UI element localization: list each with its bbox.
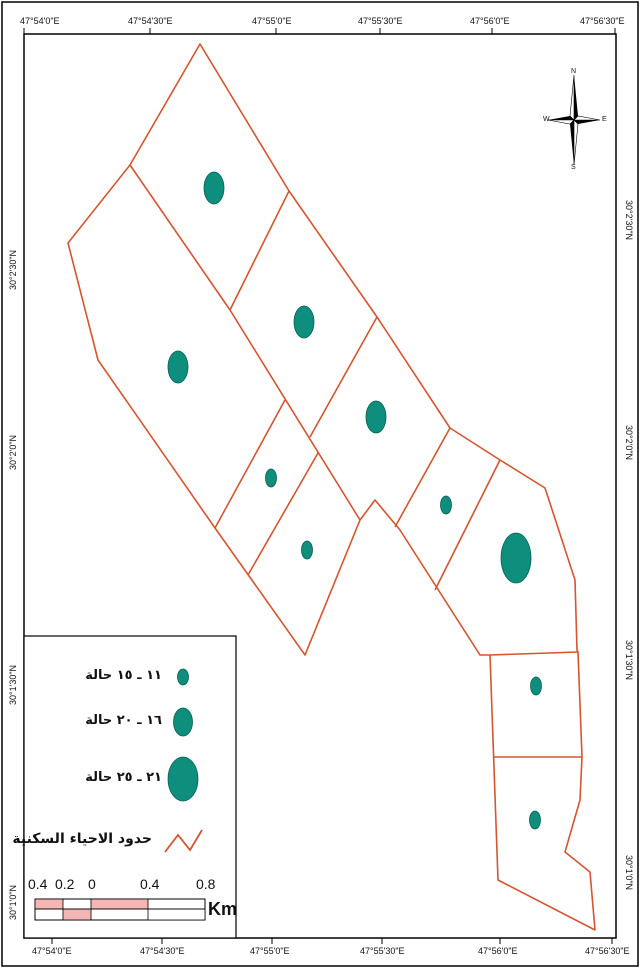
scale-tick-label: 0 [88, 876, 96, 892]
coord-bottom-label: 47°55'0"E [250, 946, 290, 956]
coord-top-label: 47°55'0"E [252, 16, 292, 26]
case-circle-small [530, 676, 542, 696]
case-circle-large [500, 532, 532, 584]
coord-right-label: 30°2'30"N [624, 200, 634, 241]
case-circle-medium [167, 350, 189, 384]
compass-n-label: N [571, 68, 577, 75]
coord-bottom-label: 47°56'0"E [478, 946, 518, 956]
scale-bar-graphic [34, 898, 206, 921]
case-circle-medium [203, 171, 225, 205]
legend-label-medium: ١٦ ـ ٢٠ حالة [85, 713, 162, 728]
scale-unit-label: Km [208, 899, 238, 919]
district-divider [229, 309, 361, 521]
coord-right-label: 30°2'0"N [624, 425, 634, 461]
scale-tick-label: 0.4 [140, 876, 160, 892]
coord-left-label: 30°2'30"N [8, 249, 18, 290]
legend-symbol-medium [173, 707, 193, 737]
coord-right-label: 30°1'0"N [624, 855, 634, 891]
compass-s-label: S [571, 164, 576, 171]
district-divider [214, 399, 286, 529]
coord-top-label: 47°56'0"E [470, 16, 510, 26]
district-divider [434, 459, 501, 591]
graticule-ticks [23, 28, 616, 944]
coord-top-label: 47°54'0"E [20, 16, 60, 26]
coord-left-label: 30°1'0"N [8, 884, 18, 920]
coord-left-label: 30°2'0"N [8, 434, 18, 470]
coord-top-label: 47°56'30"E [580, 16, 625, 26]
compass-w-label: W [543, 116, 550, 123]
coord-bottom-label: 47°54'0"E [32, 946, 72, 956]
coord-bottom-label: 47°56'30"E [585, 946, 630, 956]
case-circle-medium [293, 305, 315, 339]
case-circles [167, 171, 542, 830]
legend-label-large: ٢١ ـ ٢٥ حالة [85, 770, 162, 785]
legend-symbol-large [167, 756, 199, 802]
coord-right-label: 30°1'30"N [624, 640, 634, 681]
compass-e-label: E [602, 116, 607, 123]
district-divider [129, 164, 231, 311]
district-divider [229, 190, 290, 311]
north-arrow [547, 74, 601, 166]
case-circle-small [265, 468, 277, 488]
district-divider [394, 427, 451, 528]
legend-label-small: ١١ ـ ١٥ حالة [85, 668, 162, 683]
legend-label-boundary: حدود الاحياء السكنية [12, 831, 152, 847]
scale-tick-label: 0.2 [55, 876, 75, 892]
case-circle-small [529, 810, 541, 830]
case-circle-small [301, 540, 313, 560]
coord-bottom-label: 47°54'30"E [140, 946, 185, 956]
inner-frame [23, 33, 617, 939]
district-divider [489, 651, 579, 656]
case-circle-small [440, 495, 452, 515]
legend-symbol-small [177, 668, 189, 686]
scale-tick-label: 0.4 [28, 876, 48, 892]
coord-top-label: 47°54'30"E [128, 16, 173, 26]
legend-symbol-boundary [164, 829, 203, 853]
district-boundaries [67, 43, 596, 931]
legend-box [23, 635, 237, 939]
district-divider [309, 316, 378, 438]
case-circle-medium [365, 400, 387, 434]
coord-bottom-label: 47°55'30"E [360, 946, 405, 956]
scale-tick-label: 0.8 [196, 876, 216, 892]
district-outline [67, 43, 596, 931]
district-divider [247, 452, 319, 576]
coord-left-label: 30°1'30"N [8, 664, 18, 705]
coord-top-label: 47°55'30"E [358, 16, 403, 26]
